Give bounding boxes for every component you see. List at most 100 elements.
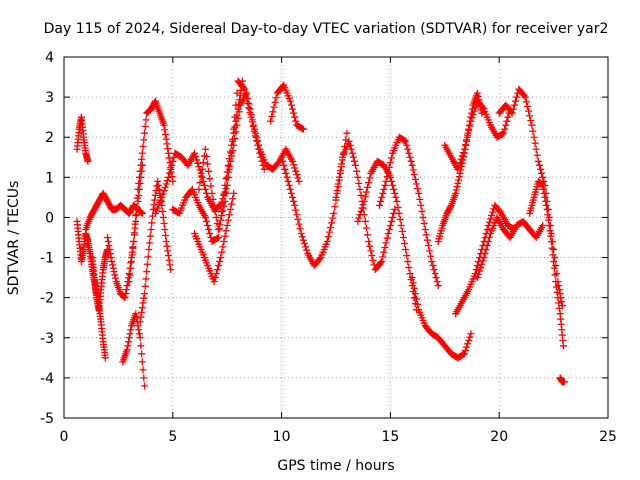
data-point — [134, 185, 142, 193]
data-point — [472, 266, 480, 274]
data-point — [502, 121, 510, 129]
data-point — [354, 217, 362, 225]
data-point — [146, 232, 154, 240]
data-point — [142, 275, 150, 283]
data-point — [356, 211, 364, 219]
data-point — [129, 244, 137, 252]
data-point — [458, 152, 466, 160]
data-point — [460, 350, 468, 358]
data-point — [144, 253, 152, 261]
data-point — [138, 155, 146, 163]
data-point — [253, 133, 261, 141]
x-tick-label: 0 — [60, 429, 69, 445]
data-point — [149, 205, 157, 213]
data-point — [205, 167, 213, 175]
series-pass-g — [125, 97, 177, 286]
data-point — [104, 238, 112, 246]
data-point — [361, 217, 369, 225]
data-point — [295, 220, 303, 228]
data-point — [554, 294, 562, 302]
data-point — [286, 97, 294, 105]
data-point — [368, 252, 376, 260]
x-tick-label: 10 — [273, 429, 291, 445]
data-point — [409, 166, 417, 174]
data-point — [127, 258, 135, 266]
data-point — [210, 278, 218, 286]
data-point — [549, 251, 557, 259]
data-point — [479, 104, 487, 112]
data-point — [122, 290, 130, 298]
data-point — [135, 330, 143, 338]
data-point — [160, 187, 168, 195]
data-point — [290, 109, 298, 117]
data-point — [550, 246, 558, 254]
data-point — [278, 153, 286, 161]
data-point — [247, 110, 255, 118]
data-point — [293, 171, 301, 179]
data-point — [547, 238, 555, 246]
data-point — [455, 173, 463, 181]
data-point — [167, 165, 175, 173]
data-point — [406, 270, 414, 278]
data-point — [220, 202, 228, 210]
data-point — [546, 227, 554, 235]
data-point — [192, 153, 200, 161]
data-point — [452, 189, 460, 197]
data-point — [110, 268, 118, 276]
data-point — [465, 336, 473, 344]
data-point — [380, 248, 388, 256]
data-point — [207, 182, 215, 190]
data-point — [350, 157, 358, 165]
data-point — [133, 314, 141, 322]
data-point — [367, 247, 375, 255]
data-point — [378, 258, 386, 266]
data-point — [410, 284, 418, 292]
data-point — [226, 157, 234, 165]
data-point — [548, 244, 556, 252]
data-point — [290, 161, 298, 169]
data-point — [270, 103, 278, 111]
data-point — [295, 177, 303, 185]
series-pass-u — [441, 97, 514, 173]
data-point — [381, 181, 389, 189]
data-point — [323, 238, 331, 246]
data-point — [364, 183, 372, 191]
data-point — [140, 374, 148, 382]
series-pass-y — [526, 177, 567, 350]
data-point — [223, 173, 231, 181]
data-point — [414, 185, 422, 193]
data-point — [464, 131, 472, 139]
data-point — [282, 169, 290, 177]
data-point — [479, 257, 487, 265]
data-point — [230, 189, 238, 197]
data-point — [335, 173, 343, 181]
data-point — [269, 108, 277, 116]
data-point — [559, 342, 567, 350]
data-point — [394, 203, 402, 211]
data-point — [138, 304, 146, 312]
series-pass-b — [73, 217, 112, 314]
data-point — [456, 159, 464, 167]
y-tick-label: 0 — [45, 210, 54, 226]
data-point — [218, 248, 226, 256]
data-point — [399, 234, 407, 241]
data-point — [534, 157, 542, 165]
data-point — [136, 334, 144, 342]
data-point — [463, 136, 471, 144]
data-point — [125, 270, 133, 278]
data-point — [111, 274, 119, 282]
data-point — [120, 293, 128, 301]
data-point — [471, 270, 479, 278]
data-point — [364, 231, 372, 239]
data-point — [343, 129, 351, 137]
data-point — [221, 232, 229, 240]
data-point — [489, 208, 497, 216]
data-point — [527, 117, 535, 125]
data-point — [299, 125, 307, 133]
data-point — [199, 159, 207, 167]
data-point — [540, 189, 548, 197]
data-point — [382, 177, 390, 185]
data-point — [146, 239, 154, 247]
data-point — [455, 162, 463, 170]
